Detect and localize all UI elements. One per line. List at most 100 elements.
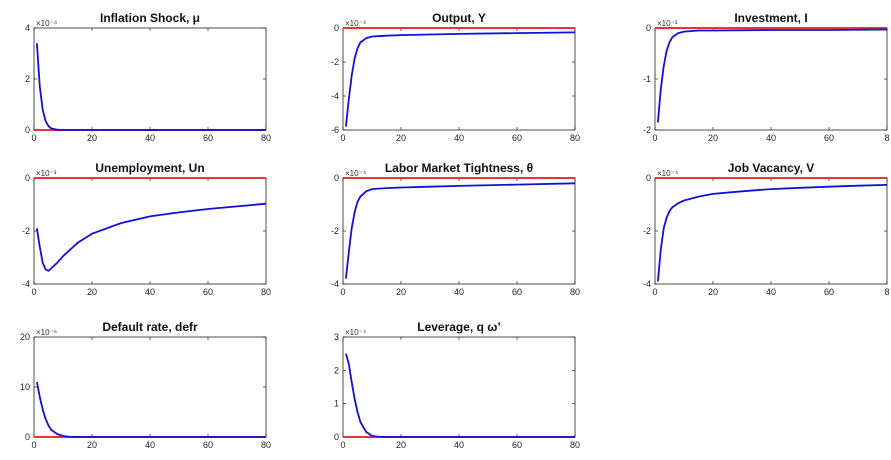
panel-title: Default rate, defr	[102, 320, 198, 334]
x-tick-label: 60	[824, 287, 834, 297]
x-tick-label: 60	[512, 440, 522, 450]
x-tick-label: 80	[261, 133, 271, 143]
y-tick-label: -2	[331, 57, 339, 67]
axis-exponent: ×10⁻⁶	[36, 328, 57, 337]
y-tick-label: 4	[25, 23, 30, 33]
y-tick-label: -6	[331, 125, 339, 135]
response-line	[36, 43, 266, 131]
axis-exponent: ×10⁻⁴	[345, 19, 367, 28]
axis-exponent: ×10⁻⁴	[345, 328, 367, 337]
response-line	[345, 182, 576, 279]
x-tick-label: 40	[145, 440, 155, 450]
axes-box	[342, 177, 576, 285]
x-tick-label: 8	[884, 133, 889, 143]
y-tick-label: 10	[20, 382, 30, 392]
x-tick-label: 60	[203, 287, 213, 297]
x-tick-label: 20	[396, 287, 406, 297]
y-tick-label: 20	[20, 332, 30, 342]
x-tick-label: 0	[31, 287, 36, 297]
y-tick-label: 2	[334, 365, 339, 375]
panel-6: Job Vacancy, V×10⁻⁴0 20 40 60 80-2-4	[643, 161, 890, 297]
x-tick-label: 40	[766, 133, 776, 143]
axes-box	[654, 27, 888, 131]
x-tick-label: 80	[261, 287, 271, 297]
x-tick-label: 0	[31, 440, 36, 450]
y-tick-label: 0	[646, 173, 651, 183]
x-tick-label: 60	[203, 133, 213, 143]
x-tick-label: 20	[87, 287, 97, 297]
x-tick-label: 20	[396, 440, 406, 450]
axes-box	[33, 177, 267, 285]
x-tick-label: 0	[340, 133, 345, 143]
x-tick-label: 0	[652, 133, 657, 143]
panel-title: Investment, I	[734, 11, 807, 25]
panel-title: Output, Y	[432, 11, 486, 25]
y-tick-label: 0	[25, 432, 30, 442]
x-tick-label: 60	[512, 287, 522, 297]
y-tick-label: 0	[25, 125, 30, 135]
axis-exponent: ×10⁻⁴	[345, 169, 367, 178]
x-tick-label: 20	[708, 133, 718, 143]
x-tick-label: 0	[340, 287, 345, 297]
x-tick-label: 20	[87, 133, 97, 143]
response-line	[657, 28, 888, 123]
panel-title: Labor Market Tightness, θ	[385, 161, 533, 175]
panel-title: Unemployment, Un	[95, 161, 204, 175]
axes-box	[342, 336, 576, 438]
x-tick-label: 20	[87, 440, 97, 450]
axes-box	[654, 177, 888, 285]
y-tick-label: -2	[643, 125, 651, 135]
x-tick-label: 60	[824, 133, 834, 143]
x-tick-label: 80	[570, 133, 580, 143]
y-tick-label: 0	[646, 23, 651, 33]
x-tick-label: 80	[570, 440, 580, 450]
x-tick-label: 40	[454, 440, 464, 450]
axes-box	[342, 27, 576, 131]
panel-title: Job Vacancy, V	[728, 161, 815, 175]
panel-5: Labor Market Tightness, θ ×10⁻⁴ 0 20 40 60 80 0…	[331, 161, 580, 297]
y-tick-label: -4	[22, 279, 30, 289]
y-tick-label: -2	[643, 226, 651, 236]
panel-7: Default rate, defr ×10⁻⁶ 0 20 40 60 80 0 10 20	[20, 320, 271, 450]
x-tick-label: 0	[652, 287, 657, 297]
axis-exponent: ×10⁻³	[36, 169, 57, 178]
panel-title: Leverage, q ω’	[417, 320, 501, 334]
panel-2: Output, Y ×10⁻⁴ 0 20 40 60 80 0 -2 -4 -6	[331, 11, 580, 143]
x-tick-label: 20	[396, 133, 406, 143]
response-line	[345, 31, 576, 127]
x-tick-label: 40	[454, 287, 464, 297]
panel-title: Inflation Shock, μ	[100, 11, 200, 25]
y-tick-label: 0	[334, 23, 339, 33]
panel-4: Unemployment, Un ×10⁻³ 0 20 40 60 80 0 -2 -4	[22, 161, 271, 297]
response-line	[36, 202, 267, 272]
y-tick-label: -4	[331, 91, 339, 101]
y-tick-label: -1	[643, 74, 651, 84]
x-tick-label: 80	[570, 287, 580, 297]
axis-exponent: ×10⁻⁴	[657, 169, 679, 178]
x-tick-label: 60	[203, 440, 213, 450]
y-tick-label: 3	[334, 332, 339, 342]
x-tick-label: 40	[145, 133, 155, 143]
y-tick-label: -2	[22, 226, 30, 236]
y-tick-label: -4	[643, 279, 651, 289]
response-line	[36, 381, 266, 438]
x-tick-label: 20	[708, 287, 718, 297]
axis-exponent: ×10⁻⁴	[36, 19, 58, 28]
response-line	[657, 184, 888, 282]
y-tick-label: -2	[331, 226, 339, 236]
x-tick-label: 80	[261, 440, 271, 450]
axes-box	[33, 336, 267, 438]
x-tick-label: 0	[31, 133, 36, 143]
x-tick-label: 40	[766, 287, 776, 297]
x-tick-label: 40	[145, 287, 155, 297]
y-tick-label: 0	[25, 173, 30, 183]
y-tick-label: -4	[331, 279, 339, 289]
x-tick-label: 60	[512, 133, 522, 143]
axes-box	[33, 27, 267, 131]
x-tick-label: 0	[340, 440, 345, 450]
x-tick-label: 40	[454, 133, 464, 143]
y-tick-label: 0	[334, 173, 339, 183]
axis-exponent: ×10⁻³	[657, 19, 678, 28]
